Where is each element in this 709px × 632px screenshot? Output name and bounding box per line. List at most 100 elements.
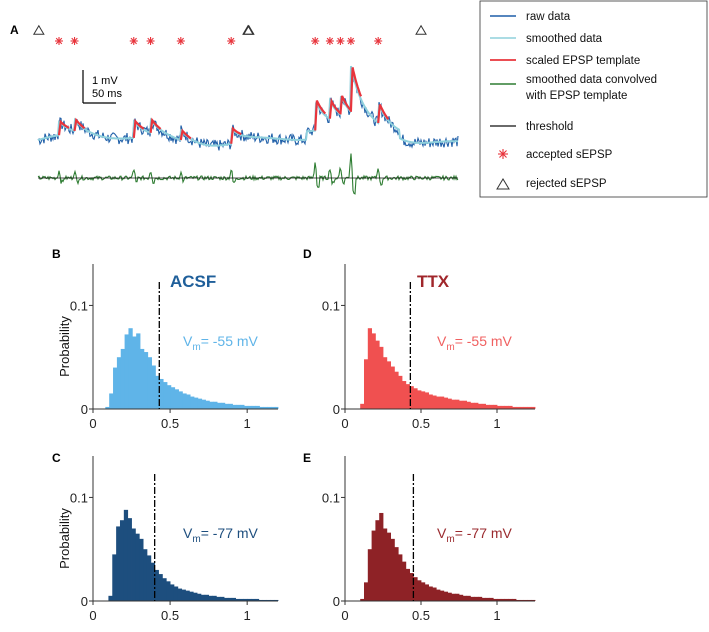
- legend-smoothed: smoothed data: [526, 33, 603, 45]
- histogram-bar: [527, 406, 532, 409]
- histogram-bar: [478, 596, 483, 601]
- histogram-bar: [466, 401, 471, 409]
- histogram-bar: [519, 406, 524, 409]
- histogram-bar: [254, 598, 260, 601]
- histogram-bar: [259, 406, 264, 409]
- accepted-event-marker: [70, 37, 79, 45]
- histogram-bar: [127, 518, 132, 601]
- histogram-bar: [364, 582, 369, 601]
- panel-letter-c: C: [52, 451, 61, 465]
- asterisk-stroke: [326, 37, 334, 45]
- histogram-bar: [136, 333, 141, 409]
- histogram-bar: [220, 402, 226, 409]
- histogram-bar: [531, 599, 536, 601]
- asterisk-stroke: [147, 37, 154, 45]
- histogram-bar: [432, 587, 437, 601]
- histogram-bar: [197, 398, 203, 409]
- condition-label-ttx: TTX: [417, 272, 450, 291]
- legend-asterisk-marker: [498, 149, 508, 159]
- histogram-bar: [274, 406, 279, 409]
- histogram-bar: [135, 533, 140, 601]
- histogram-bar: [417, 390, 422, 409]
- histogram-bar: [239, 598, 244, 601]
- histogram-bar: [459, 594, 464, 601]
- histogram-bar: [421, 582, 426, 601]
- histogram-bar: [150, 562, 156, 601]
- histogram-bar: [417, 580, 422, 601]
- accepted-event-marker: [55, 37, 63, 45]
- histogram-bar: [500, 405, 505, 409]
- histogram-bar: [208, 595, 213, 601]
- histogram-bar: [497, 598, 502, 601]
- epsp-template: [73, 117, 86, 132]
- histogram-bar: [124, 334, 129, 409]
- histogram-bar: [244, 405, 249, 409]
- panel-letter-e: E: [303, 451, 311, 465]
- epsp-template: [314, 100, 327, 131]
- histogram-bar: [143, 549, 148, 601]
- histogram-bar: [451, 593, 456, 601]
- legend-convolved-line2: with EPSP template: [525, 90, 627, 102]
- histogram-b: 0 0.5 1 0 0.1 Probability: [57, 264, 279, 431]
- histogram-bar: [177, 588, 183, 601]
- histogram-bar: [267, 406, 272, 409]
- x-tick-label: 1: [244, 416, 251, 431]
- histogram-bar: [421, 391, 426, 409]
- vm-label-e-v: V: [437, 525, 447, 541]
- asterisk-stroke: [177, 37, 185, 45]
- histogram-bar: [132, 336, 137, 409]
- vm-label-c-v: V: [183, 525, 193, 541]
- x-tick-label: 0.5: [161, 416, 179, 431]
- histogram-bar: [274, 599, 279, 601]
- histogram-bar: [443, 397, 448, 409]
- histogram-bar: [371, 530, 376, 601]
- histogram-bar: [383, 357, 388, 409]
- scale-bar-time: 50 ms: [92, 88, 122, 100]
- histogram-bar: [364, 359, 369, 409]
- histogram-bar: [190, 396, 195, 409]
- histogram-bar: [459, 400, 464, 409]
- accepted-event-marker: [146, 37, 155, 45]
- y-tick-label: 0: [333, 594, 340, 609]
- histogram-bar: [436, 589, 441, 601]
- histogram-bar: [116, 526, 121, 601]
- histogram-bar: [113, 367, 118, 409]
- histogram-bar: [167, 385, 172, 409]
- histogram-bar: [367, 549, 372, 601]
- histogram-bar: [508, 598, 513, 601]
- histogram-bar: [455, 399, 460, 409]
- histogram-bar: [247, 598, 252, 601]
- histogram-bar: [523, 406, 528, 409]
- histogram-bar: [236, 404, 241, 409]
- histogram-bar: [151, 365, 156, 409]
- asterisk-stroke: [337, 37, 344, 45]
- accepted-event-marker: [374, 37, 383, 45]
- histogram-bar: [481, 403, 486, 409]
- histogram-bar: [523, 599, 528, 601]
- vm-label-e-sub: m: [446, 534, 454, 545]
- histogram-bar: [178, 391, 183, 409]
- histogram-bar: [424, 392, 429, 409]
- histogram-bar: [109, 393, 114, 409]
- histogram-e: 0 0.5 1 0 0.1: [322, 456, 536, 623]
- histogram-bar: [155, 375, 160, 409]
- histogram-c: 0 0.5 1 0 0.1 Probability: [57, 456, 279, 623]
- y-axis-label: Probability: [57, 508, 72, 569]
- histogram-bar: [375, 340, 380, 409]
- histogram-bar: [204, 594, 210, 601]
- legend-threshold: threshold: [526, 121, 573, 133]
- histogram-bar: [493, 598, 498, 601]
- vm-label-b-value: = -55 mV: [201, 333, 259, 349]
- x-tick-label: 1: [493, 608, 500, 623]
- histogram-bar: [258, 599, 263, 601]
- histogram-bar: [262, 599, 267, 601]
- histogram-bar: [139, 538, 144, 601]
- epsp-template: [230, 126, 242, 144]
- accepted-event-marker: [325, 37, 334, 45]
- accepted-event-marker: [227, 37, 236, 45]
- histogram-bar: [105, 406, 110, 409]
- histogram-bar: [163, 382, 168, 409]
- histogram-bar: [231, 597, 236, 601]
- histogram-bar: [112, 554, 117, 601]
